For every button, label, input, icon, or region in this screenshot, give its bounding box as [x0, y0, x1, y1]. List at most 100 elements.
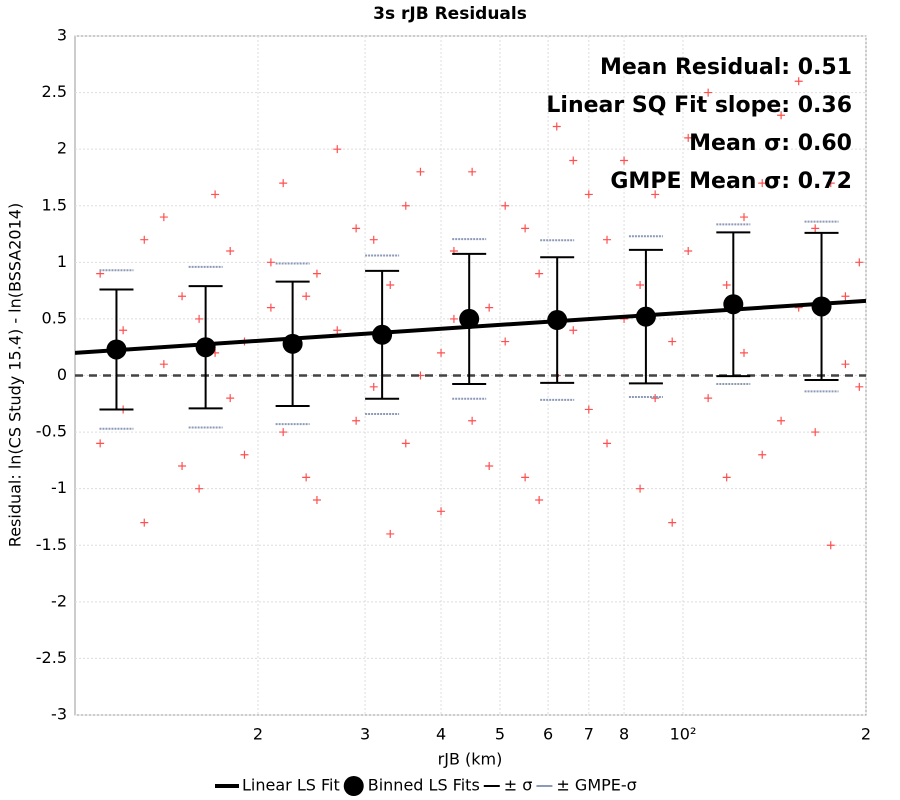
scatter-point [501, 337, 510, 346]
annotation: Mean Residual: 0.51 [600, 55, 852, 80]
scatter-point [740, 348, 749, 357]
scatter-point [312, 269, 321, 278]
binned-point [372, 324, 393, 345]
annotation: Linear SQ Fit slope: 0.36 [546, 93, 852, 118]
scatter-point [178, 292, 187, 301]
y-tick-label: 1.5 [42, 195, 67, 214]
y-tick-label: 2 [57, 139, 67, 158]
scatter-point [552, 122, 561, 131]
scatter-point [668, 518, 677, 527]
legend-label: Linear LS Fit [242, 776, 340, 795]
binned-point [811, 296, 832, 317]
scatter-point [826, 541, 835, 550]
x-tick-label: 8 [619, 725, 629, 744]
scatter-point [401, 201, 410, 210]
scatter-point [811, 428, 820, 437]
scatter-point [569, 156, 578, 165]
scatter-point [758, 450, 767, 459]
binned-point [547, 310, 568, 331]
x-tick-label: 4 [436, 725, 446, 744]
y-tick-label: 0 [57, 365, 67, 384]
scatter-point [521, 473, 530, 482]
y-axis-label: Residual: ln(CS Study 15.4) - ln(BSSA201… [6, 203, 25, 547]
x-tick-label: 7 [584, 725, 594, 744]
scatter-point [704, 88, 713, 97]
binned-point [635, 306, 656, 327]
scatter-point [485, 462, 494, 471]
scatter-point [777, 416, 786, 425]
scatter-point [740, 213, 749, 222]
scatter-point [603, 439, 612, 448]
scatter-point [96, 439, 105, 448]
y-tick-label: -2 [51, 591, 67, 610]
scatter-point [140, 235, 149, 244]
scatter-point [226, 247, 235, 256]
x-tick-label: 2 [253, 725, 263, 744]
y-tick-label: -0.5 [36, 422, 67, 441]
scatter-point [521, 224, 530, 233]
scatter-point [437, 507, 446, 516]
scatter-point [312, 495, 321, 504]
scatter-point [668, 337, 677, 346]
scatter-point [401, 439, 410, 448]
plot-layer [75, 77, 866, 550]
scatter-point [569, 326, 578, 335]
binned-point [459, 308, 480, 329]
scatter-point [794, 77, 803, 86]
scatter-point [636, 484, 645, 493]
binned-point [106, 339, 127, 360]
scatter-point [352, 224, 361, 233]
scatter-point [704, 394, 713, 403]
scatter-point [855, 382, 864, 391]
y-tick-label: -1 [51, 478, 67, 497]
scatter-point [178, 462, 187, 471]
scatter-point [279, 428, 288, 437]
scatter-point [684, 133, 693, 142]
scatter-point [651, 190, 660, 199]
scatter-point [584, 405, 593, 414]
scatter-point [636, 280, 645, 289]
scatter-point [535, 269, 544, 278]
binned-point [282, 333, 303, 354]
scatter-point [369, 235, 378, 244]
scatter-point [584, 190, 593, 199]
scatter-point [485, 303, 494, 312]
scatter-point [826, 179, 835, 188]
x-tick-label: 10² [670, 725, 697, 744]
scatter-point [159, 360, 168, 369]
chart-title: 3s rJB Residuals [373, 4, 527, 24]
scatter-point [195, 484, 204, 493]
scatter-point [211, 190, 220, 199]
legend-swatch [343, 776, 364, 796]
y-tick-label: -1.5 [36, 535, 67, 554]
scatter-point [140, 518, 149, 527]
scatter-point [855, 258, 864, 267]
scatter-point [266, 303, 275, 312]
scatter-point [119, 326, 128, 335]
y-tick-label: -2.5 [36, 648, 67, 667]
scatter-point [333, 326, 342, 335]
legend-label: Binned LS Fits [368, 776, 480, 795]
scatter-point [651, 394, 660, 403]
binned-point [195, 337, 216, 358]
scatter-point [416, 167, 425, 176]
scatter-point [386, 280, 395, 289]
scatter-point [226, 394, 235, 403]
x-tick-label: 2 [861, 725, 871, 744]
x-tick-label: 3 [360, 725, 370, 744]
x-tick-label: 5 [495, 725, 505, 744]
scatter-point [449, 314, 458, 323]
annotation: GMPE Mean σ: 0.72 [610, 169, 852, 194]
y-tick-label: -3 [51, 705, 67, 724]
scatter-point [240, 450, 249, 459]
scatter-point [603, 235, 612, 244]
scatter-point [468, 416, 477, 425]
scatter-point [501, 201, 510, 210]
scatter-point [279, 179, 288, 188]
scatter-point [684, 247, 693, 256]
scatter-point [841, 292, 850, 301]
y-tick-label: 1 [57, 252, 67, 271]
scatter-point [369, 382, 378, 391]
scatter-point [722, 473, 731, 482]
scatter-point [777, 111, 786, 120]
